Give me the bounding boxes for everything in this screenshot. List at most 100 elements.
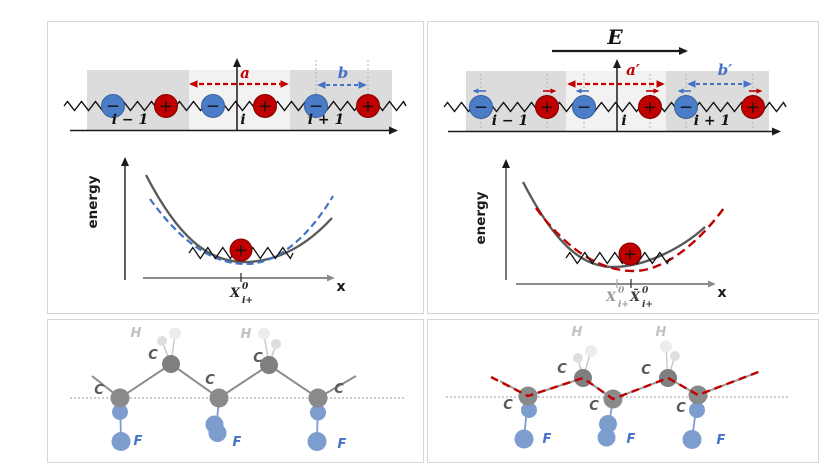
carbon-atom	[308, 388, 328, 408]
carbon-labels: C C C C C	[503, 362, 686, 416]
tick-base: X̄	[629, 288, 641, 305]
cation: +	[741, 95, 765, 119]
fluorine-atom	[689, 402, 705, 418]
charge-sign: −	[679, 98, 693, 118]
charge-sign: −	[309, 97, 323, 117]
anion: −	[572, 95, 596, 119]
carbon-label: C	[557, 362, 567, 377]
charge-sign: +	[643, 98, 656, 117]
tick-sup: 0	[618, 286, 625, 296]
ion-chain: − + − + − +	[469, 95, 765, 119]
label-b: b	[338, 64, 349, 82]
equilibrium-tick-label: X 0 i+	[229, 282, 253, 306]
tick-sub: i+	[242, 296, 253, 306]
tick-sub: i+	[642, 300, 653, 310]
cell-label-i-plus-1: i + 1	[308, 112, 345, 128]
cell-label-i-minus-1: i − 1	[492, 113, 529, 129]
fluorine-atom	[514, 429, 534, 449]
carbon-atom	[162, 355, 180, 373]
tick-sub: i+	[618, 300, 629, 310]
carbon-atom	[659, 369, 677, 387]
anion-body	[304, 94, 328, 118]
tick-sup: 0	[642, 286, 649, 296]
ionic-chain-field-diagram: E	[443, 25, 787, 310]
fluorine-label: F	[134, 434, 143, 449]
cation: +	[535, 95, 559, 119]
spring-chain	[443, 101, 787, 113]
anion: −	[469, 95, 493, 119]
charge-sign: +	[258, 97, 271, 116]
charge-sign: +	[159, 97, 172, 116]
charge-sign: +	[746, 98, 759, 117]
hydrogen-atom	[660, 340, 672, 353]
hydrogen-label: H	[131, 326, 142, 341]
cell-label-i-plus-1: i + 1	[694, 113, 731, 129]
fluorine-atom	[682, 430, 702, 449]
charge-sign: +	[234, 241, 247, 260]
energy-axis-label: energy	[473, 191, 489, 244]
label-b-prime: b′	[718, 61, 732, 79]
cation: +	[253, 94, 277, 118]
anion-body	[101, 94, 125, 118]
hydrogen-atom	[573, 353, 583, 363]
charge-sign: −	[577, 98, 591, 118]
cation-body	[638, 95, 662, 119]
hydrogen-atom	[670, 351, 680, 361]
field-direction-dashed-line	[490, 369, 762, 401]
cation-in-well: +	[618, 242, 642, 266]
carbon-atom	[110, 388, 130, 408]
tick-sup: 0	[242, 282, 249, 292]
ion-chain: − + − + − +	[101, 94, 380, 118]
fluorine-labels: F F F	[134, 434, 347, 452]
cation-body	[741, 95, 765, 119]
field-label: E	[606, 25, 623, 49]
carbon-label: C	[589, 399, 599, 414]
fluorine-atom	[307, 432, 327, 451]
panel-ionic-chain-field: E	[427, 21, 819, 314]
anion: −	[304, 94, 328, 118]
anharmonic-potential-curve	[144, 174, 333, 264]
energy-axis-label: energy	[85, 175, 101, 228]
spring-well	[565, 251, 671, 265]
hydrogen-labels: H H	[131, 326, 252, 342]
cation-body	[229, 238, 253, 262]
cell-label-i: i	[240, 112, 245, 128]
fluorine-label: F	[627, 432, 636, 447]
carbon-label: C	[205, 373, 215, 388]
carbon-label: C	[676, 401, 686, 416]
charge-sign: −	[474, 98, 488, 118]
carbon-label: C	[148, 348, 158, 363]
tick-base: X	[229, 286, 241, 301]
anion: −	[101, 94, 125, 118]
cation: +	[154, 94, 178, 118]
ionic-chain-diagram: − + − + − + a b i − 1 i i + 1 energy +	[63, 58, 407, 306]
tick-base: X	[605, 290, 617, 305]
anion: −	[674, 95, 698, 119]
fluorine-label: F	[543, 432, 552, 447]
anharmonic-potential-curve	[521, 181, 706, 269]
carbon-label: C	[94, 383, 104, 398]
cation-body	[253, 94, 277, 118]
fluorine-atom	[310, 404, 326, 421]
fluorine-atom	[111, 432, 131, 451]
hydrogen-label: H	[572, 325, 583, 340]
hydrogen-atom	[585, 345, 597, 357]
charge-sign: +	[361, 97, 374, 116]
hydrogen-atom	[258, 327, 270, 340]
charge-sign: −	[206, 97, 220, 117]
label-a-prime: a′	[626, 61, 640, 79]
cation-body	[618, 242, 642, 266]
cell-label-i-minus-1: i − 1	[112, 112, 149, 128]
carbon-label: C	[253, 351, 263, 366]
hydrogen-label: H	[241, 327, 252, 342]
carbon-label: C	[334, 382, 344, 397]
cation-in-well: +	[229, 238, 253, 262]
anion-body	[572, 95, 596, 119]
anion: −	[201, 94, 225, 118]
x-axis-label: x	[717, 285, 726, 301]
hydrogen-atom	[157, 336, 167, 346]
backbone-bonds	[499, 372, 757, 401]
old-equilibrium-tick-label: X 0 i+	[605, 286, 629, 310]
polymer-field-diagram: C C C C C H H F F F	[446, 325, 790, 449]
